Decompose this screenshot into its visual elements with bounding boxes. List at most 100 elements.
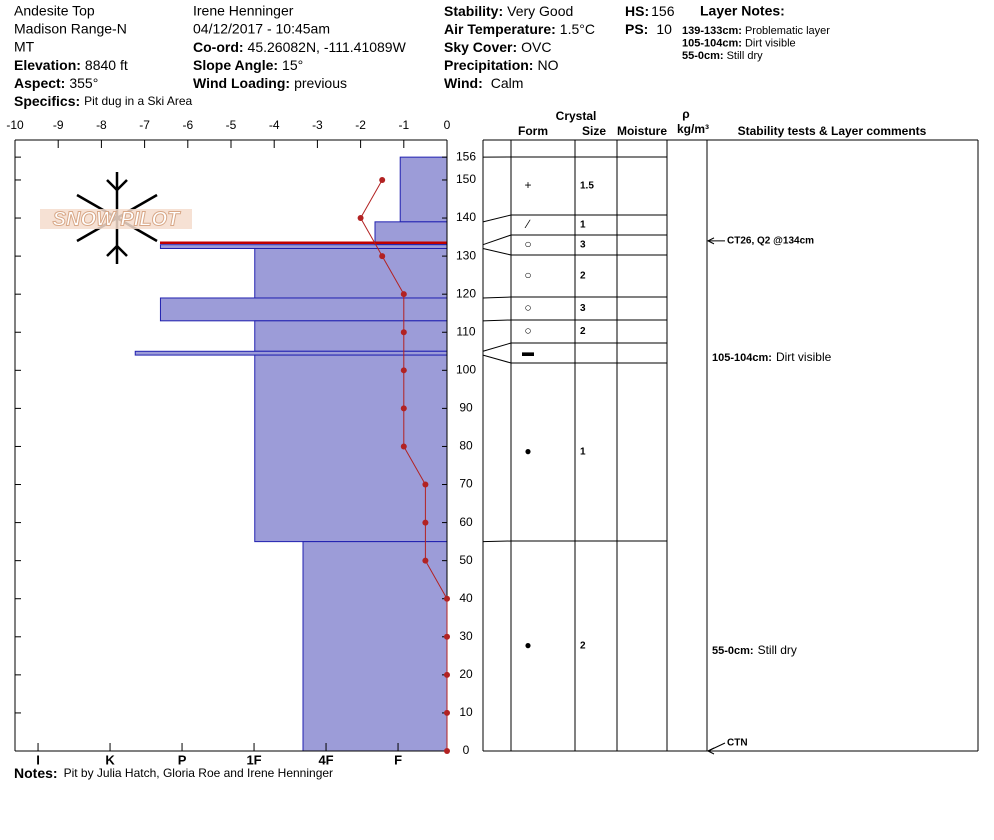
hardness-tick-label: F [394,752,402,767]
grain-size: 2 [580,271,586,282]
field-value: 1.5°C [560,21,595,37]
y-tick-label: 110 [456,324,475,338]
note-text: Dirt visible [745,37,796,49]
x-tick-label: -8 [96,118,107,132]
hardness-bar [254,320,448,352]
grain-size: 3 [580,240,586,251]
field-value: 355° [69,75,98,91]
layer-connector [482,354,512,364]
temperature-point [422,481,429,488]
x-tick-label: -4 [269,118,280,132]
field-value: Very Good [507,3,573,19]
field-label: Slope Angle: [193,57,278,73]
ps: PS: 10 [625,21,672,37]
comment-text: Dirt visible [776,350,832,364]
field-value: 156 [651,3,675,19]
grain-form: ○ [524,324,531,338]
comment-text: Still dry [758,643,797,657]
col-header: Crystal [556,109,597,123]
col-header: Size [582,124,606,138]
field-value: Calm [491,75,524,91]
logo-text: SNOW PILOT [53,208,181,230]
temperature-point [400,443,407,450]
x-tick-label: -5 [226,118,237,132]
temperature-point [379,253,386,260]
col-header: Stability tests & Layer comments [738,124,927,138]
x-tick-label: -2 [355,118,366,132]
grain-size: 1 [580,447,586,458]
note-range: 139-133cm: [682,25,742,37]
x-tick-label: -6 [182,118,193,132]
field-label: Stability: [444,3,503,19]
y-tick-label: 100 [456,362,476,376]
x-tick-label: -10 [6,118,24,132]
aspect: Aspect: 355° [14,75,98,91]
grain-form: ● [524,444,531,458]
coord: Co-ord: 45.26082N, -111.41089W [193,39,407,55]
y-tick-label: 40 [459,591,473,605]
field-label: Sky Cover: [444,39,517,55]
col-header: Form [518,124,548,138]
notes: Notes: Pit by Julia Hatch, Gloria Roe and… [14,765,333,781]
y-tick-label: 120 [456,286,476,300]
field-value: NO [537,57,558,73]
temperature-point [400,329,407,336]
hardness-tick-label: P [178,752,187,767]
layer-connector [482,214,512,223]
field-label: Specifics: [14,93,80,109]
field-label: Air Temperature: [444,21,556,37]
hardness-bar [399,156,448,223]
layer-connector [482,296,512,299]
wind: Wind: Calm [444,75,523,91]
datetime: 04/12/2017 - 10:45am [193,21,330,37]
field-label: Elevation: [14,57,81,73]
note-range: 105-104cm: [682,37,742,49]
hardness-tick-label: K [105,752,115,767]
layer-comment: 55-0cm: Still dry [712,643,797,657]
y-tick-label: 156 [456,149,476,163]
comment-range: 105-104cm: [712,352,772,364]
notes-label: Notes: [14,765,58,781]
layer-connector [482,342,512,352]
hardness-bar [134,350,448,356]
x-tick-label: 0 [444,118,451,132]
temperature-point [444,595,450,602]
y-tick-label: 150 [456,172,476,186]
field-label: Wind: [444,75,483,91]
note-text: Still dry [727,50,764,62]
x-tick-label: -7 [139,118,150,132]
col-header: ρ [682,107,689,121]
grain-size: 2 [580,326,586,337]
col-header: kg/m³ [677,122,709,136]
temperature-point [444,633,450,640]
field-label: Wind Loading: [193,75,290,91]
notes-text: Pit by Julia Hatch, Gloria Roe and Irene… [64,766,333,780]
field-label: Aspect: [14,75,65,91]
temperature-point [400,367,407,374]
layer-connector [482,234,512,246]
temperature-point [444,671,450,678]
layer-note: 139-133cm: Problematic layer [682,25,830,37]
y-tick-label: 70 [459,477,473,491]
grain-size: 1 [580,220,586,231]
field-value: 45.26082N, -111.41089W [248,39,407,55]
site-state: MT [14,39,35,55]
hardness-bar [254,247,448,299]
y-tick-label: 90 [459,401,473,415]
layer-note: 105-104cm: Dirt visible [682,37,796,49]
layer-connector [482,248,512,256]
grain-form: ● [524,638,531,652]
col-header: Moisture [617,124,667,138]
layer-connector [482,540,512,543]
slope: Slope Angle: 15° [193,57,303,73]
test-label: CTN [727,738,748,749]
observer: Irene Henninger [193,3,294,19]
temperature-point [444,709,450,716]
hardness-bar [374,221,448,246]
test-arrowhead [706,747,715,755]
hs: HS: 156 [625,3,675,19]
temperature-point [422,519,429,526]
y-tick-label: 130 [456,248,476,262]
note-text: Problematic layer [745,25,830,37]
